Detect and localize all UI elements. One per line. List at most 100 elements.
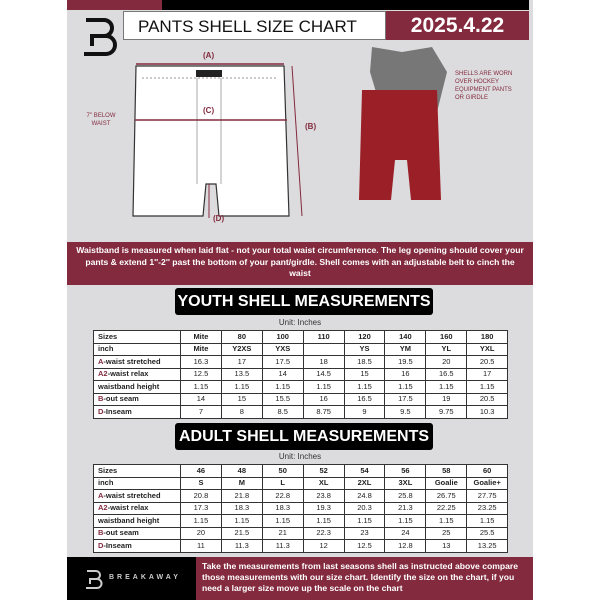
measure-code: A — [98, 356, 104, 366]
table-cell: 23.8 — [302, 489, 345, 503]
footer-instructions: Take the measurements from last seasons … — [196, 557, 533, 600]
row-label: A-waist stretched — [93, 489, 181, 503]
table-row: Sizes Mite 80 100 110 120 140 160 180 — [93, 330, 509, 344]
table-cell: 1.15 — [466, 514, 509, 528]
table-cell: 15 — [220, 392, 263, 406]
table-cell: 54 — [343, 464, 386, 478]
brand-name: BREAKAWAY — [109, 574, 181, 581]
table-cell: 3XL — [384, 476, 427, 490]
table-cell: 15.5 — [261, 392, 304, 406]
row-label: inch — [93, 342, 181, 356]
table-row: D-Inseam 11 11.3 11.3 12 12.5 12.8 13 13.25 — [93, 539, 509, 553]
adult-section-title: ADULT SHELL MEASUREMENTS — [175, 423, 433, 450]
table-cell: Mite — [180, 330, 222, 344]
page-title: PANTS SHELL SIZE CHART — [138, 17, 357, 36]
table-row: A2-waist relax 17.3 18.3 18.3 19.3 20.3 21.3 22… — [93, 501, 509, 515]
table-cell: YS — [343, 342, 386, 356]
table-cell: 11.3 — [261, 539, 304, 553]
table-cell — [302, 342, 345, 356]
table-cell: 20.8 — [180, 489, 222, 503]
breakaway-logo-icon — [84, 18, 117, 56]
table-cell: 1.15 — [425, 514, 468, 528]
measure-name: Sizes — [98, 465, 118, 475]
measure-name: -Inseam — [103, 406, 132, 416]
table-cell: 16 — [384, 367, 427, 381]
table-cell: 9.5 — [384, 405, 427, 419]
table-cell: 16.3 — [180, 355, 222, 369]
table-row: A-waist stretched 16.3 17 17.5 18 18.5 19.5 20 2… — [93, 355, 509, 369]
size-chart-page: PANTS SHELL SIZE CHART 2025.4.22 (A) (C)… — [67, 0, 533, 600]
measure-name: -waist stretched — [103, 490, 161, 500]
table-cell: 12 — [302, 539, 345, 553]
table-cell: 20.3 — [343, 501, 386, 515]
table-cell: 1.15 — [302, 514, 345, 528]
measurement-notice: Waistband is measured when laid flat - n… — [67, 242, 533, 285]
row-label: A2-waist relax — [93, 501, 181, 515]
top-black-bar — [162, 0, 529, 10]
row-label: A-waist stretched — [93, 355, 181, 369]
adult-unit: Unit: Inches — [278, 452, 322, 461]
table-cell: M — [220, 476, 263, 490]
table-cell: 7 — [180, 405, 222, 419]
table-cell: 17.5 — [384, 392, 427, 406]
table-cell: 18.5 — [343, 355, 386, 369]
below-waist-note: 7'' BELOW WAIST — [86, 113, 116, 127]
table-cell: 1.15 — [180, 380, 222, 394]
table-cell: 10.3 — [466, 405, 509, 419]
measure-code: B — [98, 528, 104, 538]
table-cell: 8.5 — [261, 405, 304, 419]
table-cell: 120 — [343, 330, 386, 344]
adult-size-table: Sizes 46 48 50 52 54 56 58 60 inch S M L XL 2XL 3XL Goal… — [93, 464, 509, 553]
measure-name: -waist stretched — [103, 356, 161, 366]
table-cell: 160 — [425, 330, 468, 344]
row-label: D-Inseam — [93, 405, 181, 419]
table-cell: 12.5 — [343, 539, 386, 553]
table-cell: 48 — [220, 464, 263, 478]
table-cell: 14.5 — [302, 367, 345, 381]
table-cell: 17 — [220, 355, 263, 369]
table-cell: 20 — [180, 526, 222, 540]
table-cell: 15 — [343, 367, 386, 381]
table-cell: 26.75 — [425, 489, 468, 503]
table-cell: 20.5 — [466, 355, 509, 369]
table-row: Sizes 46 48 50 52 54 56 58 60 — [93, 464, 509, 478]
table-cell: Mite — [180, 342, 222, 356]
row-label: waistband height — [93, 514, 181, 528]
table-cell: 50 — [261, 464, 304, 478]
table-cell: 16.5 — [425, 367, 468, 381]
label-a: (A) — [203, 51, 215, 60]
table-cell: 80 — [220, 330, 263, 344]
table-cell: 13.25 — [466, 539, 509, 553]
row-label: B-out seam — [93, 526, 181, 540]
table-cell: 20.5 — [466, 392, 509, 406]
table-cell: 20 — [425, 355, 468, 369]
table-cell: 1.15 — [384, 380, 427, 394]
table-cell: YXS — [261, 342, 304, 356]
table-cell: YXL — [466, 342, 509, 356]
table-cell: 22.3 — [302, 526, 345, 540]
table-cell: 1.15 — [343, 380, 386, 394]
table-row: waistband height 1.15 1.15 1.15 1.15 1.15 1.15… — [93, 514, 509, 528]
row-label: waistband height — [93, 380, 181, 394]
table-row: A2-waist relax 12.5 13.5 14 14.5 15 16 16.5 17 — [93, 367, 509, 381]
youth-section-title: YOUTH SHELL MEASUREMENTS — [175, 288, 433, 315]
table-cell: 11.3 — [220, 539, 263, 553]
table-cell: 13 — [425, 539, 468, 553]
table-cell: 14 — [261, 367, 304, 381]
table-cell: 100 — [261, 330, 304, 344]
table-cell: 21.5 — [220, 526, 263, 540]
title-box: PANTS SHELL SIZE CHART — [123, 11, 386, 40]
table-cell: 16.5 — [343, 392, 386, 406]
table-cell: 27.75 — [466, 489, 509, 503]
table-cell: 19 — [425, 392, 468, 406]
measure-code: D — [98, 540, 104, 550]
youth-size-table: Sizes Mite 80 100 110 120 140 160 180 inch Mite Y2X… — [93, 330, 509, 419]
table-cell: 21.3 — [384, 501, 427, 515]
measure-code: D — [98, 406, 104, 416]
table-cell: 58 — [425, 464, 468, 478]
table-cell: 18.3 — [261, 501, 304, 515]
table-cell: 1.15 — [302, 380, 345, 394]
table-cell: 14 — [180, 392, 222, 406]
table-cell: 60 — [466, 464, 509, 478]
footer-brand: BREAKAWAY — [67, 557, 196, 600]
